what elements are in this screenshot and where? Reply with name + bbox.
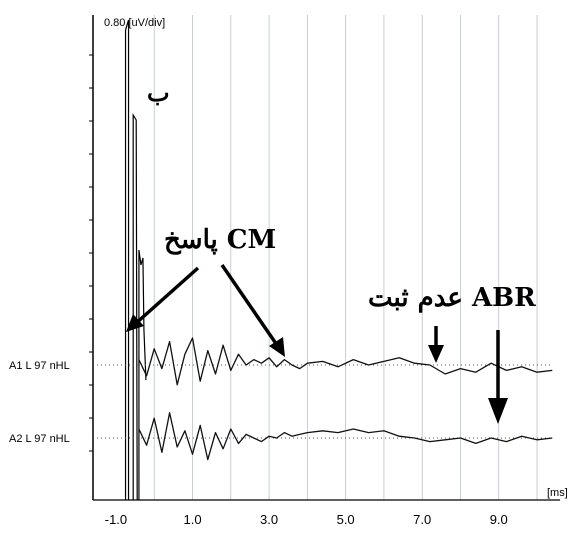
arrow-abr-long (488, 330, 508, 424)
annotation-cm-response: پاسخ CM (164, 225, 276, 255)
annotation-no-abr: عدم ثبت ABR (368, 283, 536, 313)
annotation-b: ب (147, 81, 170, 107)
x-tick-label: 5.0 (337, 512, 355, 527)
x-tick-label: 7.0 (413, 512, 431, 527)
annotations: ب پاسخ CM عدم ثبت ABR (126, 81, 536, 424)
x-tick-label: -1.0 (105, 512, 127, 527)
y-ticks (89, 54, 93, 452)
x-tick-labels: -1.0 1.0 3.0 5.0 7.0 9.0 (105, 512, 508, 527)
artifact-spike (132, 112, 138, 501)
x-tick-label: 3.0 (260, 512, 278, 527)
series-trace-1 (138, 337, 553, 386)
arrow-abr-short (428, 326, 444, 363)
x-unit-label: [ms] (547, 487, 568, 499)
y-scale-label: 0.80 [uV/div] (104, 17, 165, 29)
artifact-spike (124, 19, 130, 500)
artifact-spike (138, 249, 147, 500)
x-tick-label: 1.0 (183, 512, 201, 527)
axes (92, 15, 560, 501)
stimulus-artifact (124, 19, 147, 501)
x-tick-label: 9.0 (490, 512, 508, 527)
arrow-cm-right (220, 264, 285, 357)
series-label: A2 L 97 nHL (9, 433, 70, 445)
series-label: A1 L 97 nHL (9, 360, 70, 372)
arrow-cm-left (126, 266, 200, 332)
grid-lines (153, 15, 538, 500)
series-labels: A1 L 97 nHL A2 L 97 nHL (9, 360, 70, 445)
series-group (138, 337, 553, 461)
baselines (93, 364, 550, 439)
series-trace-2 (138, 412, 553, 461)
